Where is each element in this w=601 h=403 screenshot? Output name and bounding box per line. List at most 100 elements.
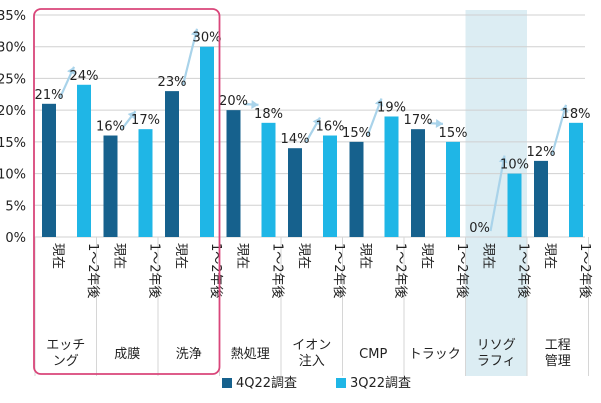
legend-label: 3Q22調査 [350,376,411,391]
bar-future [446,141,460,237]
value-label-current: 14% [281,132,310,147]
value-label-future: 18% [562,107,591,122]
category-label: リソグ [477,338,516,353]
value-label-current: 23% [158,75,187,90]
category-label: 熱処理 [231,347,270,362]
category-label: ラフィ [477,354,516,369]
y-tick-label: 20% [0,104,26,119]
x-bar-label-future: 1〜2年後 [147,243,162,299]
trend-arrow-line [181,28,199,86]
x-bar-label-future: 1〜2年後 [331,243,346,299]
category-label: 成膜 [114,347,140,362]
trend-arrows [58,28,569,232]
highlight-box-rect [33,8,221,375]
value-label-future: 18% [254,107,283,122]
category-label: 注入 [299,354,325,369]
category-label: エッチ [46,338,85,353]
trend-arrowhead [435,119,443,129]
y-tick-label: 35% [0,9,26,24]
value-label-future: 24% [70,69,99,84]
x-bar-label-future: 1〜2年後 [454,243,469,299]
legend-label: 4Q22調査 [236,376,297,391]
legend: 4Q22調査 3Q22調査 [222,376,411,391]
bar-future [261,122,276,237]
bar-current [288,148,302,237]
bar-current [411,129,425,237]
highlight-box [33,8,221,375]
trend-arrowhead [559,104,569,113]
bar-future [569,122,583,237]
x-bar-label-current: 現在 [481,243,496,269]
trend-arrowhead [127,111,136,120]
category-label: CMP [359,347,387,362]
x-bar-label-future: 1〜2年後 [208,243,223,299]
x-bar-label-future: 1〜2年後 [577,243,592,299]
x-bar-label-future: 1〜2年後 [85,243,100,299]
bar-future [323,135,337,237]
x-bar-label-current: 現在 [296,243,311,269]
legend-swatch [222,378,232,388]
bar-current [349,141,364,237]
trend-arrowhead [312,117,321,126]
trend-arrow-line [489,155,506,232]
bar-current [42,103,56,237]
value-label-current: 20% [219,94,248,109]
x-bar-label-current: 現在 [542,243,557,269]
y-tick-label: 15% [0,136,26,151]
trend-arrowhead [498,155,508,164]
y-tick-label: 5% [5,199,26,214]
y-axis-labels: 0% 5% 10% 15% 20% 25% 30% 35% [0,9,26,246]
value-label-future: 30% [193,31,222,46]
x-bar-label-current: 現在 [419,243,434,269]
trend-arrowhead [374,98,384,107]
x-bar-label-current: 現在 [173,243,188,269]
grid [34,14,589,376]
value-label-current: 17% [404,113,433,128]
bar-future [384,116,399,237]
category-label: トラック [409,347,461,362]
value-label-future: 10% [500,158,529,173]
legend-swatch [336,378,346,388]
value-label-current: 12% [527,145,556,160]
bar-current [103,135,118,237]
trend-arrowhead [251,99,259,109]
y-tick-label: 25% [0,72,26,87]
bar-current [165,91,179,237]
x-bar-label-current: 現在 [358,243,373,269]
y-tick-label: 10% [0,168,26,183]
bar-future [507,173,522,237]
trend-arrow-line [550,104,568,156]
bar-future [138,129,153,237]
category-label: イオン [292,338,331,353]
value-label-current: 15% [342,126,371,141]
x-bar-label-current: 現在 [235,243,250,269]
value-label-future: 15% [439,126,468,141]
value-label-current: 0% [469,221,490,236]
bar-current [534,160,548,237]
value-label-future: 19% [377,100,406,115]
value-label-current: 21% [35,88,64,103]
value-label-current: 16% [96,120,125,135]
x-bar-label-current: 現在 [112,243,127,269]
bar-current [226,110,241,237]
x-bar-label-future: 1〜2年後 [516,243,531,299]
trend-arrowhead [67,66,76,76]
bar-future [77,84,91,238]
value-label-future: 16% [316,120,345,135]
x-bar-label-future: 1〜2年後 [393,243,408,299]
value-label-future: 17% [131,113,160,128]
category-label: 洗浄 [176,347,202,362]
trend-arrowhead [190,28,200,37]
bars [42,46,583,238]
value-labels: 21%24%16% 17%23%30%20%18%14%16%15%19%17%1… [35,31,591,236]
category-label: 工程 [545,338,571,353]
bar-future [200,46,214,237]
category-label: 管理 [545,354,571,369]
y-tick-label: 0% [5,231,26,246]
y-tick-label: 30% [0,41,26,56]
x-bar-label-current: 現在 [50,243,65,269]
category-label: ング [53,354,79,369]
x-bar-label-future: 1〜2年後 [270,243,285,299]
